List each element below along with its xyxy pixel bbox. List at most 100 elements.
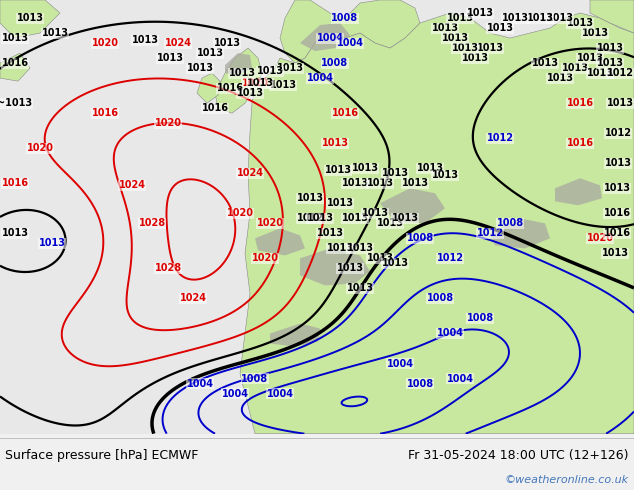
- Text: 1024: 1024: [236, 168, 264, 178]
- Text: 1020: 1020: [252, 253, 278, 264]
- Text: 1013: 1013: [462, 53, 489, 63]
- Text: 1013: 1013: [276, 63, 304, 73]
- Text: 1004: 1004: [337, 38, 363, 48]
- Polygon shape: [225, 53, 252, 75]
- Text: 1013: 1013: [228, 68, 256, 78]
- Text: 1013: 1013: [186, 63, 214, 73]
- Text: 1012: 1012: [604, 128, 631, 138]
- Polygon shape: [590, 0, 634, 33]
- Text: 1004: 1004: [387, 359, 413, 368]
- Text: 1013: 1013: [351, 163, 378, 173]
- Text: 1013: 1013: [361, 208, 389, 219]
- Polygon shape: [0, 53, 30, 81]
- Polygon shape: [380, 188, 445, 223]
- Text: 1013: 1013: [446, 13, 474, 23]
- Text: 1013: 1013: [417, 163, 444, 173]
- Text: 1013: 1013: [604, 183, 630, 193]
- Text: 1028: 1028: [155, 264, 181, 273]
- Text: 1016: 1016: [216, 83, 243, 93]
- Text: 1013: 1013: [1, 228, 29, 238]
- Text: 1013: 1013: [316, 228, 344, 238]
- Text: 1013: 1013: [257, 66, 283, 76]
- Text: 1012: 1012: [477, 228, 503, 238]
- Text: 1013: 1013: [567, 18, 593, 28]
- Text: 1013: 1013: [347, 283, 373, 294]
- Text: 1013: 1013: [325, 165, 351, 175]
- Text: 1013: 1013: [597, 58, 623, 68]
- Text: 1024: 1024: [164, 38, 191, 48]
- Text: 1008: 1008: [496, 219, 524, 228]
- Text: 1013: 1013: [366, 253, 394, 264]
- Text: 1013: 1013: [342, 213, 368, 223]
- Text: 1013: 1013: [607, 98, 633, 108]
- Text: 1008: 1008: [242, 373, 269, 384]
- Text: 1028: 1028: [138, 219, 165, 228]
- Text: 1013: 1013: [432, 23, 458, 33]
- Polygon shape: [197, 73, 220, 103]
- Polygon shape: [240, 13, 634, 434]
- Text: 1008: 1008: [406, 233, 434, 244]
- Text: 1016: 1016: [1, 178, 29, 188]
- Text: 1013: 1013: [306, 213, 333, 223]
- Text: 1004: 1004: [436, 328, 463, 339]
- Text: 1013: 1013: [432, 170, 458, 180]
- Text: 1013: 1013: [467, 8, 493, 18]
- Text: 1013: 1013: [441, 33, 469, 43]
- Text: 1013: 1013: [501, 13, 529, 23]
- Polygon shape: [255, 228, 305, 255]
- Polygon shape: [270, 323, 320, 346]
- Text: ©weatheronline.co.uk: ©weatheronline.co.uk: [505, 475, 629, 485]
- Text: 1012: 1012: [486, 133, 514, 143]
- Text: 1012: 1012: [436, 253, 463, 264]
- Text: 1013: 1013: [269, 80, 297, 90]
- Polygon shape: [490, 219, 550, 248]
- Text: 1013: 1013: [604, 158, 631, 168]
- Text: 1016: 1016: [604, 208, 630, 219]
- Text: 1024: 1024: [119, 180, 145, 190]
- Text: 1013: 1013: [581, 28, 609, 38]
- Text: 1004: 1004: [266, 389, 294, 398]
- Text: 1013: 1013: [531, 58, 559, 68]
- Text: 1013: 1013: [477, 43, 503, 53]
- Text: 1016: 1016: [202, 103, 228, 113]
- Text: 1013: 1013: [366, 178, 394, 188]
- Text: 1013: 1013: [547, 73, 574, 83]
- Polygon shape: [300, 23, 350, 51]
- Text: Fr 31-05-2024 18:00 UTC (12+126): Fr 31-05-2024 18:00 UTC (12+126): [408, 448, 629, 462]
- Text: 1013: 1013: [39, 238, 65, 248]
- Text: 1024: 1024: [179, 294, 207, 303]
- Text: 1016: 1016: [567, 98, 593, 108]
- Text: 1016: 1016: [567, 138, 593, 148]
- Text: 1020: 1020: [226, 208, 254, 219]
- Text: 1008: 1008: [321, 58, 349, 68]
- Text: 1013: 1013: [377, 219, 403, 228]
- Text: 1013: 1013: [297, 193, 323, 203]
- Text: 1013: 1013: [342, 178, 368, 188]
- Text: 1013: 1013: [321, 138, 349, 148]
- Polygon shape: [0, 0, 60, 38]
- Text: 1020: 1020: [257, 219, 283, 228]
- Polygon shape: [300, 248, 370, 286]
- Text: 1013: 1013: [382, 258, 408, 269]
- Text: 1013: 1013: [547, 13, 574, 23]
- Text: 1020: 1020: [155, 118, 181, 128]
- Text: 1013: 1013: [392, 213, 418, 223]
- Text: Surface pressure [hPa] ECMWF: Surface pressure [hPa] ECMWF: [5, 448, 198, 462]
- Text: 1016: 1016: [1, 58, 29, 68]
- Text: 1004: 1004: [316, 33, 344, 43]
- Text: 1013: 1013: [1, 33, 29, 43]
- Text: 1004: 1004: [221, 389, 249, 398]
- Text: 1013: 1013: [197, 48, 224, 58]
- Text: 1013: 1013: [347, 244, 373, 253]
- Polygon shape: [555, 178, 602, 205]
- Text: 1016: 1016: [332, 108, 358, 118]
- Text: 1020: 1020: [586, 233, 614, 244]
- Text: 1013: 1013: [247, 78, 273, 88]
- Text: 1020: 1020: [242, 78, 269, 88]
- Text: ~1013: ~1013: [0, 98, 32, 108]
- Text: 1004: 1004: [446, 373, 474, 384]
- Text: 1004: 1004: [186, 379, 214, 389]
- Polygon shape: [215, 48, 262, 113]
- Text: 1020: 1020: [27, 143, 53, 153]
- Text: 1020: 1020: [91, 38, 119, 48]
